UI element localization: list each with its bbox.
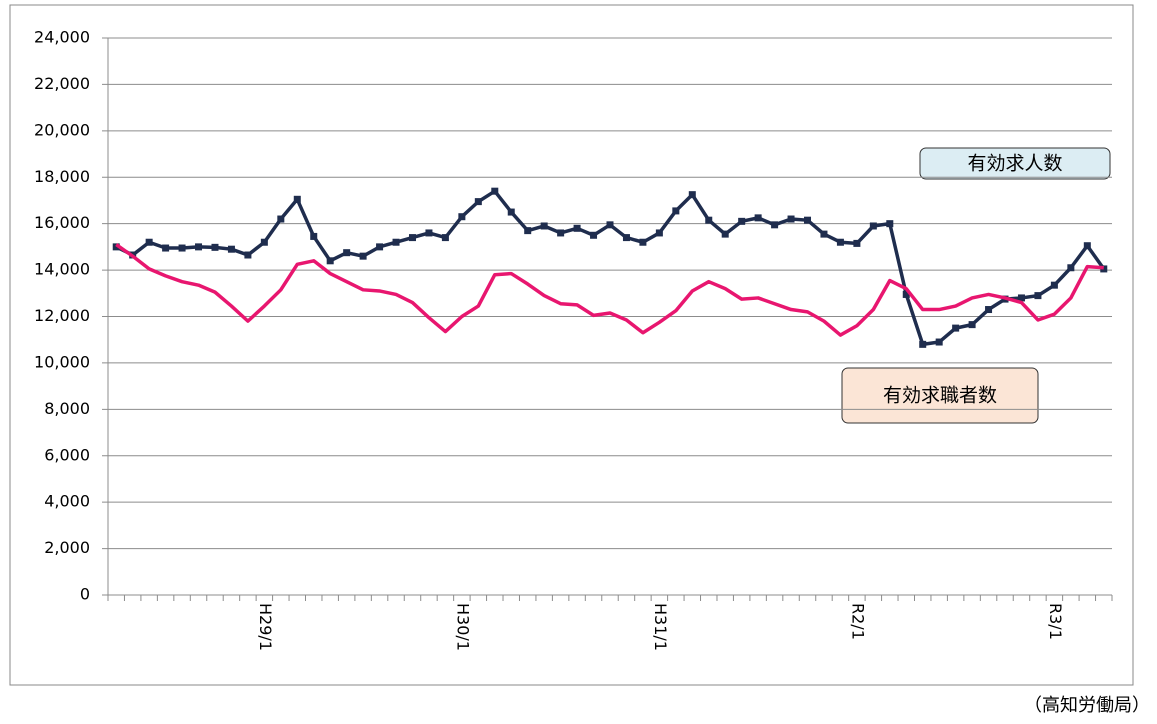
point-marker (112, 243, 120, 251)
point-marker (606, 221, 614, 229)
y-tick-label: 2,000 (44, 538, 90, 557)
point-marker (919, 340, 927, 348)
point-marker (820, 230, 828, 238)
point-marker (573, 224, 581, 232)
y-tick-label: 6,000 (44, 445, 90, 464)
point-marker (886, 220, 894, 228)
point-marker (277, 215, 285, 223)
point-marker (869, 222, 877, 230)
x-tick-label: H29/1 (256, 603, 275, 651)
point-marker (491, 187, 499, 195)
point-marker (836, 238, 844, 246)
point-marker (935, 338, 943, 346)
point-marker (178, 244, 186, 252)
series-label: 有効求人数 (967, 153, 1062, 175)
point-marker (408, 234, 416, 242)
point-marker (1100, 265, 1108, 273)
point-marker (524, 227, 532, 235)
y-tick-label: 4,000 (44, 492, 90, 511)
point-marker (195, 243, 203, 251)
point-marker (688, 191, 696, 199)
point-marker (211, 243, 219, 251)
y-tick-label: 24,000 (34, 28, 90, 47)
series-line (115, 243, 1104, 337)
x-tick-label: R3/1 (1046, 603, 1065, 640)
point-marker (985, 306, 993, 314)
point-marker (260, 238, 268, 246)
chart-frame (9, 4, 1134, 686)
y-tick-label: 14,000 (34, 260, 90, 279)
point-marker (557, 229, 565, 237)
point-marker (672, 207, 680, 215)
point-marker (622, 234, 630, 242)
point-marker (359, 252, 367, 260)
y-tick-label: 8,000 (44, 399, 90, 418)
series-label: 有効求職者数 (883, 385, 997, 407)
point-marker (1034, 292, 1042, 300)
y-tick-label: 10,000 (34, 352, 90, 371)
point-marker (474, 198, 482, 206)
point-marker (771, 221, 779, 229)
source-note: （高知労働局） (1024, 695, 1150, 716)
point-marker (441, 234, 449, 242)
point-marker (639, 238, 647, 246)
point-marker (310, 232, 318, 240)
point-marker (145, 238, 153, 246)
point-marker (540, 222, 548, 230)
y-tick-label: 22,000 (34, 74, 90, 93)
point-marker (1017, 294, 1025, 302)
point-marker (1050, 281, 1058, 289)
point-marker (244, 251, 252, 259)
point-marker (721, 230, 729, 238)
y-tick-label: 16,000 (34, 213, 90, 232)
x-tick-label: H31/1 (651, 603, 670, 651)
point-marker (853, 239, 861, 247)
point-marker (590, 231, 598, 239)
x-tick-label: R2/1 (848, 603, 867, 640)
point-marker (507, 208, 515, 216)
y-tick-label: 12,000 (34, 306, 90, 325)
point-marker (162, 244, 170, 252)
point-marker (376, 243, 384, 251)
point-marker (1083, 242, 1091, 250)
y-tick-label: 0 (80, 585, 90, 604)
point-marker (392, 238, 400, 246)
point-marker (787, 215, 795, 223)
point-marker (1067, 264, 1075, 272)
point-marker (902, 290, 910, 298)
point-marker (754, 214, 762, 222)
point-marker (655, 229, 663, 237)
point-marker (425, 229, 433, 237)
point-marker (343, 249, 351, 257)
callout-box (919, 147, 1111, 180)
point-marker (952, 324, 960, 332)
point-marker (705, 216, 713, 224)
point-marker (738, 217, 746, 225)
y-tick-label: 18,000 (34, 167, 90, 186)
y-tick-label: 20,000 (34, 120, 90, 139)
point-marker (458, 213, 466, 221)
point-marker (326, 257, 334, 265)
point-marker (227, 245, 235, 253)
point-marker (804, 216, 812, 224)
x-tick-label: H30/1 (453, 603, 472, 651)
point-marker (968, 321, 976, 329)
point-marker (293, 195, 301, 203)
